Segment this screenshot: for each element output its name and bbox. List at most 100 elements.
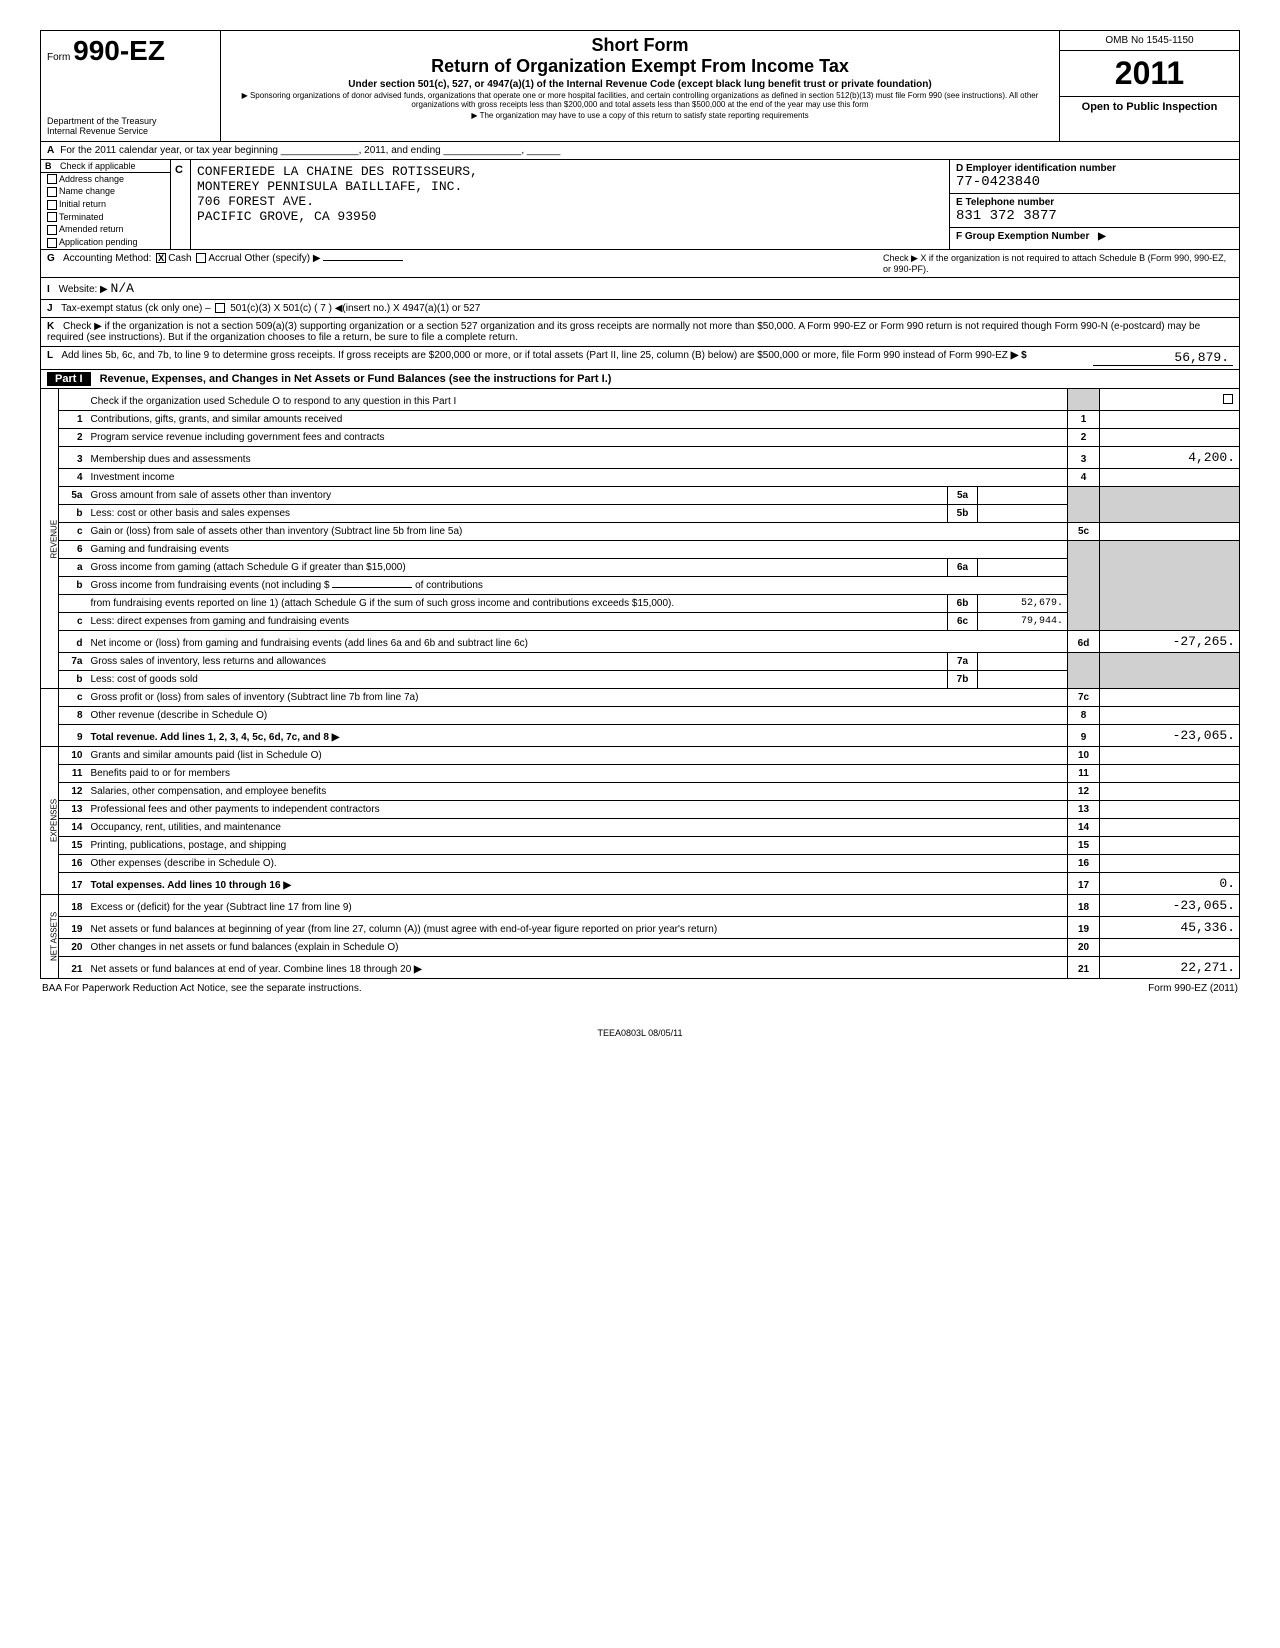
- label-initial-return: Initial return: [59, 199, 106, 209]
- checkbox-initial-return[interactable]: [47, 200, 57, 210]
- row-a: AFor the 2011 calendar year, or tax year…: [40, 142, 1240, 160]
- form-ref: Form 990-EZ (2011): [1148, 983, 1238, 994]
- line4: Investment income: [87, 468, 1068, 486]
- line6d: Net income or (loss) from gaming and fun…: [87, 630, 1068, 652]
- label-accrual: Accrual: [208, 253, 241, 264]
- line13: Professional fees and other payments to …: [87, 800, 1068, 818]
- vert-revenue: REVENUE: [41, 389, 59, 689]
- line6b-pre: Gross income from fundraising events (no…: [91, 580, 330, 591]
- entity-addr1: 706 FOREST AVE.: [197, 194, 943, 209]
- line1: Contributions, gifts, grants, and simila…: [87, 410, 1068, 428]
- amt-3: 4,200.: [1100, 446, 1240, 468]
- open-public: Open to Public Inspection: [1060, 97, 1239, 117]
- row-a-text: For the 2011 calendar year, or tax year …: [60, 145, 560, 156]
- micro2: ▶ The organization may have to use a cop…: [229, 112, 1051, 121]
- line5c: Gain or (loss) from sale of assets other…: [87, 522, 1068, 540]
- entity-addr2: PACIFIC GROVE, CA 93950: [197, 209, 943, 224]
- line7a: Gross sales of inventory, less returns a…: [87, 652, 948, 670]
- entity-name-address: CONFERIEDE LA CHAINE DES ROTISSEURS, MON…: [191, 160, 949, 249]
- line3: Membership dues and assessments: [87, 446, 1068, 468]
- amt-6b: 52,679.: [978, 594, 1068, 612]
- line9: Total revenue. Add lines 1, 2, 3, 4, 5c,…: [91, 732, 329, 743]
- part1-label: Part I: [47, 372, 91, 386]
- amt-18: -23,065.: [1100, 894, 1240, 916]
- subtitle: Under section 501(c), 527, or 4947(a)(1)…: [229, 79, 1051, 90]
- checkbox-501c3[interactable]: [215, 303, 225, 313]
- label-amended: Amended return: [59, 224, 124, 234]
- line17: Total expenses. Add lines 10 through 16: [91, 880, 281, 891]
- check-if-applicable: Check if applicable: [60, 161, 136, 171]
- amt-21: 22,271.: [1100, 956, 1240, 978]
- line8: Other revenue (describe in Schedule O): [87, 706, 1068, 724]
- line16: Other expenses (describe in Schedule O).: [87, 854, 1068, 872]
- j-opts: 501(c)(3) X 501(c) ( 7 ) ◀(insert no.) X…: [230, 303, 480, 314]
- form-prefix: Form: [47, 52, 70, 63]
- line5a: Gross amount from sale of assets other t…: [87, 486, 948, 504]
- row-k: K Check ▶ if the organization is not a s…: [40, 318, 1240, 347]
- check-column: B Check if applicable Address change Nam…: [41, 160, 171, 249]
- label-app-pending: Application pending: [59, 237, 138, 247]
- checkbox-address-change[interactable]: [47, 174, 57, 184]
- row-j: J Tax-exempt status (ck only one) – 501(…: [40, 300, 1240, 318]
- amt-6d: -27,265.: [1100, 630, 1240, 652]
- checkbox-schedule-o[interactable]: [1223, 394, 1233, 404]
- label-name-change: Name change: [59, 186, 115, 196]
- omb-number: OMB No 1545-1150: [1060, 31, 1239, 51]
- line5b: Less: cost or other basis and sales expe…: [87, 504, 948, 522]
- row-i: I Website: ▶ N/A: [40, 278, 1240, 300]
- vert-expenses: EXPENSES: [41, 746, 59, 894]
- entity-name1: CONFERIEDE LA CHAINE DES ROTISSEURS,: [197, 164, 943, 179]
- d-label: D Employer identification number: [956, 163, 1116, 174]
- line18: Excess or (deficit) for the year (Subtra…: [87, 894, 1068, 916]
- k-text: Check ▶ if the organization is not a sec…: [47, 321, 1200, 343]
- checkbox-accrual[interactable]: [196, 253, 206, 263]
- part1-table: REVENUE Check if the organization used S…: [40, 389, 1240, 979]
- col-c: C: [171, 160, 191, 249]
- amt-17: 0.: [1100, 872, 1240, 894]
- entity-block: B Check if applicable Address change Nam…: [40, 160, 1240, 250]
- baa-notice: BAA For Paperwork Reduction Act Notice, …: [42, 983, 362, 994]
- tax-year: 2011: [1060, 51, 1239, 97]
- teea-code: TEEA0803L 08/05/11: [40, 1028, 1240, 1038]
- form-header: Form 990-EZ Department of the Treasury I…: [40, 30, 1240, 142]
- row-g-h: G Accounting Method: XCash Accrual Other…: [40, 250, 1240, 278]
- checkbox-cash[interactable]: X: [156, 253, 166, 263]
- header-center: Short Form Return of Organization Exempt…: [221, 31, 1059, 141]
- form-number: 990-EZ: [73, 35, 165, 66]
- i-label: Website: ▶: [59, 284, 108, 295]
- line10: Grants and similar amounts paid (list in…: [87, 746, 1068, 764]
- label-cash: Cash: [168, 253, 191, 264]
- g-label: Accounting Method:: [63, 253, 151, 264]
- amt-19: 45,336.: [1100, 916, 1240, 938]
- e-label: E Telephone number: [956, 197, 1054, 208]
- f-label: F Group Exemption Number: [956, 231, 1089, 242]
- form-990ez: Form 990-EZ Department of the Treasury I…: [40, 30, 1240, 1038]
- row-l: L Add lines 5b, 6c, and 7b, to line 9 to…: [40, 347, 1240, 370]
- check-o-line: Check if the organization used Schedule …: [87, 389, 1068, 411]
- entity-right-column: D Employer identification number 77-0423…: [949, 160, 1239, 249]
- short-form-label: Short Form: [229, 35, 1051, 56]
- dept-irs: Internal Revenue Service: [47, 127, 214, 137]
- line6c: Less: direct expenses from gaming and fu…: [87, 612, 948, 630]
- phone-value: 831 372 3877: [956, 208, 1057, 224]
- line12: Salaries, other compensation, and employ…: [87, 782, 1068, 800]
- label-terminated: Terminated: [59, 212, 104, 222]
- line14: Occupancy, rent, utilities, and maintena…: [87, 818, 1068, 836]
- line11: Benefits paid to or for members: [87, 764, 1068, 782]
- checkbox-amended[interactable]: [47, 225, 57, 235]
- header-right: OMB No 1545-1150 2011 Open to Public Ins…: [1059, 31, 1239, 141]
- return-title: Return of Organization Exempt From Incom…: [229, 56, 1051, 77]
- line21: Net assets or fund balances at end of ye…: [91, 964, 412, 975]
- h-text: Check ▶ X if the organization is not req…: [883, 253, 1233, 274]
- part1-title: Revenue, Expenses, and Changes in Net As…: [100, 373, 612, 385]
- checkbox-app-pending[interactable]: [47, 238, 57, 248]
- line19: Net assets or fund balances at beginning…: [87, 916, 1068, 938]
- line7b: Less: cost of goods sold: [87, 670, 948, 688]
- label-address-change: Address change: [59, 174, 124, 184]
- label-other: Other (specify) ▶: [244, 253, 320, 264]
- checkbox-name-change[interactable]: [47, 187, 57, 197]
- checkbox-terminated[interactable]: [47, 212, 57, 222]
- j-label: Tax-exempt status (ck only one) –: [61, 303, 211, 314]
- line15: Printing, publications, postage, and shi…: [87, 836, 1068, 854]
- line6b2: from fundraising events reported on line…: [87, 594, 948, 612]
